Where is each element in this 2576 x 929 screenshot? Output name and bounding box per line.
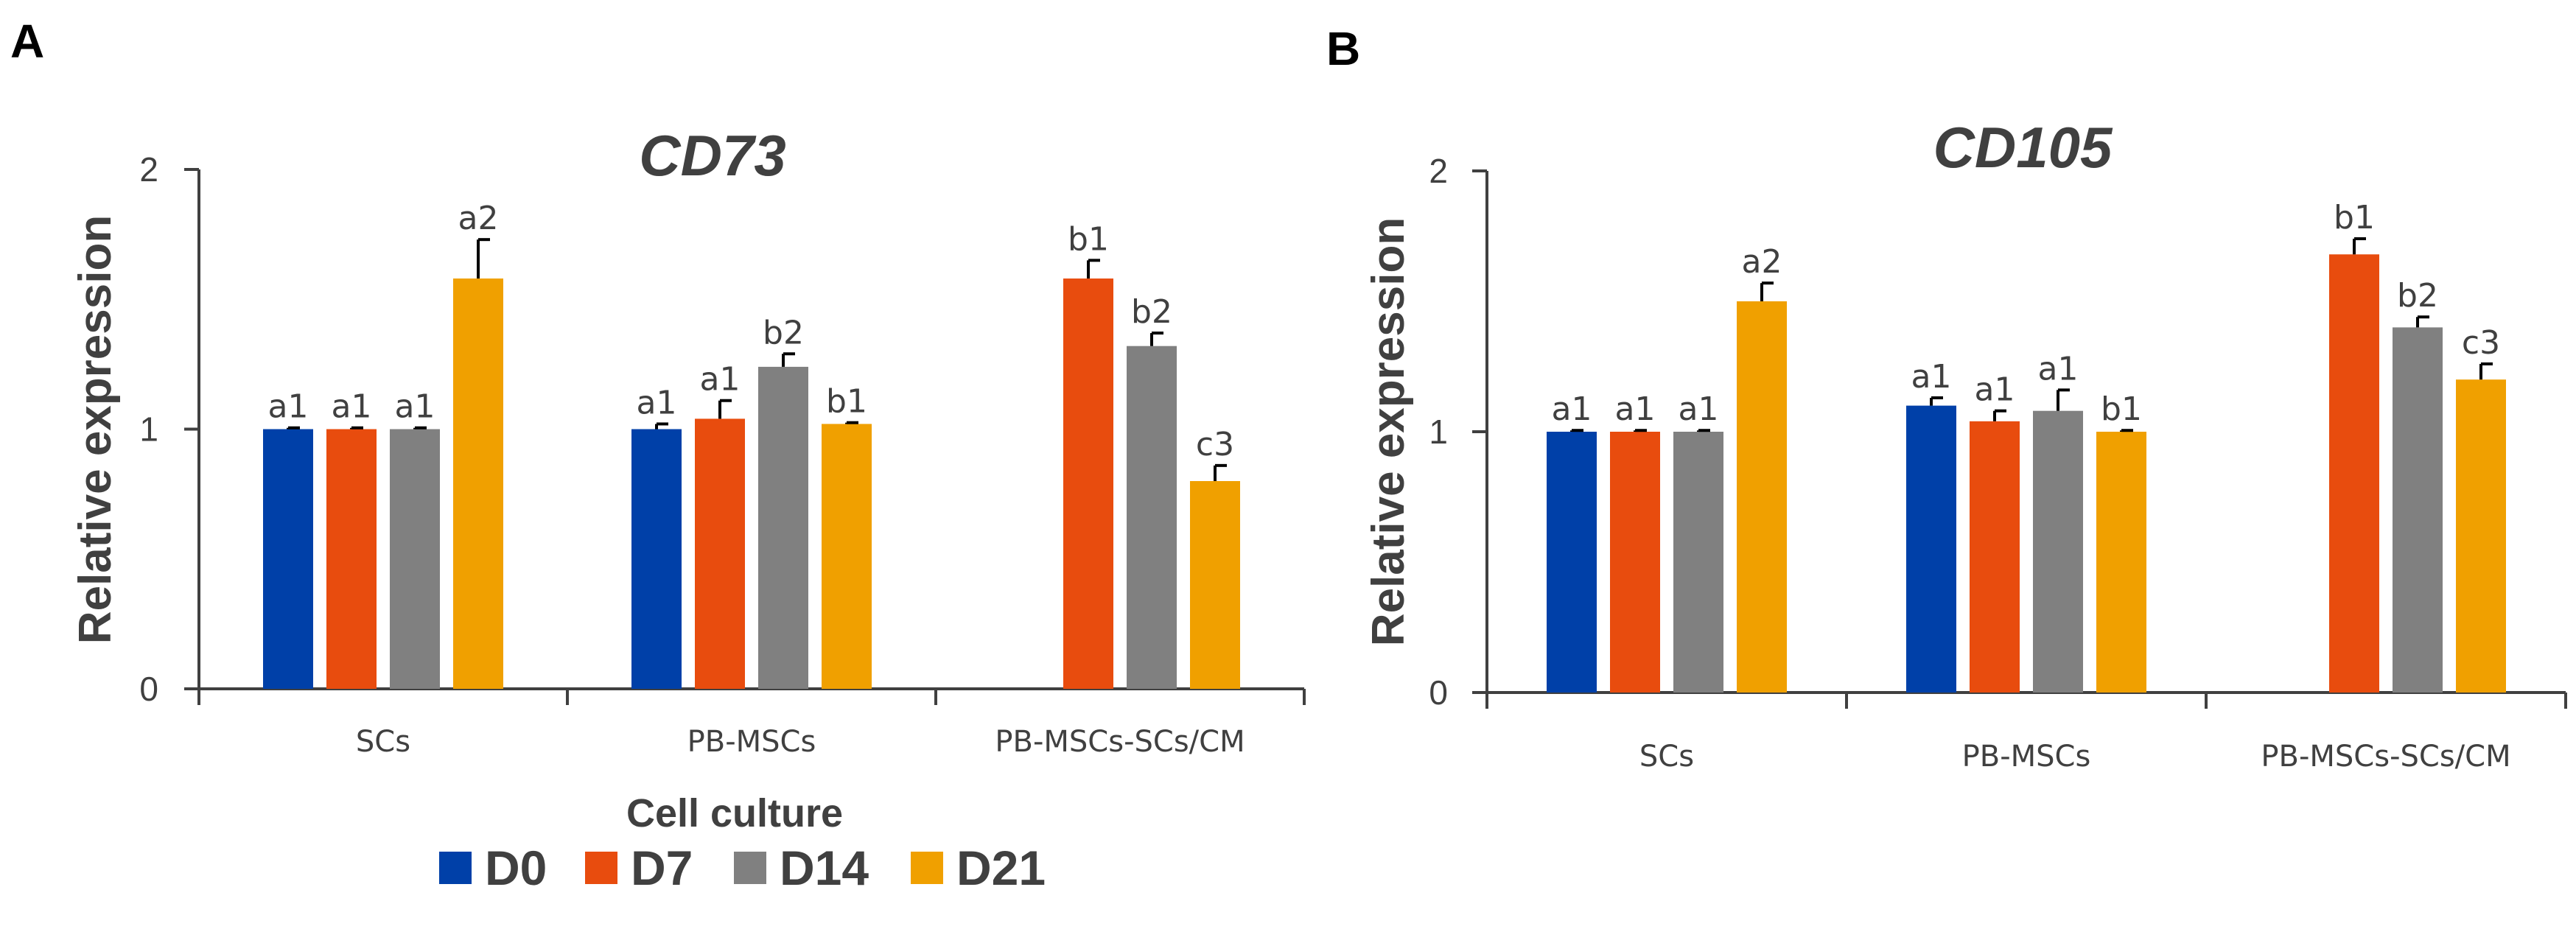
data-label: b2 bbox=[763, 314, 804, 351]
x-tick-label: SCs bbox=[1639, 740, 1694, 774]
bar-d14 bbox=[390, 429, 440, 689]
data-label: c3 bbox=[2462, 324, 2500, 362]
y-tick-label: 2 bbox=[1429, 152, 1448, 190]
legend-swatch-d0 bbox=[439, 852, 472, 884]
data-label: b2 bbox=[1131, 293, 1172, 331]
bar-d14 bbox=[1127, 346, 1177, 689]
legend-swatch-d14 bbox=[734, 852, 766, 884]
data-label: a1 bbox=[1615, 390, 1656, 428]
bar-d21 bbox=[1190, 481, 1240, 689]
legend-label-d7: D7 bbox=[631, 841, 693, 895]
data-label: b2 bbox=[2397, 277, 2438, 315]
x-tick-label: PB-MSCs bbox=[687, 725, 816, 759]
y-tick-label: 0 bbox=[139, 670, 158, 708]
data-label: a1 bbox=[268, 388, 309, 426]
panel-b: B CD105 Relative expression 0 1 2 SCs a1 a1 a1 a2 P… bbox=[1326, 22, 2567, 774]
legend-swatch-d7 bbox=[585, 852, 617, 884]
legend-label-d14: D14 bbox=[780, 841, 869, 895]
bar-d21 bbox=[822, 424, 872, 689]
bar-d21 bbox=[1737, 301, 1787, 693]
bar-d7 bbox=[2329, 254, 2379, 693]
x-tick-label: SCs bbox=[356, 725, 410, 759]
data-label: b1 bbox=[1068, 220, 1109, 258]
data-label: a1 bbox=[2038, 350, 2079, 388]
data-label: b1 bbox=[826, 383, 867, 421]
data-label: a2 bbox=[458, 200, 499, 237]
data-label: a1 bbox=[395, 388, 435, 426]
panel-letter: B bbox=[1326, 22, 1360, 75]
x-tick-label: PB-MSCs-SCs/CM bbox=[995, 725, 1245, 759]
bar-d0 bbox=[263, 429, 313, 689]
legend-label-d0: D0 bbox=[485, 841, 547, 895]
data-label: a1 bbox=[1911, 358, 1952, 396]
data-label: c3 bbox=[1196, 426, 1234, 463]
data-label: a1 bbox=[1552, 390, 1592, 428]
panel-letter: A bbox=[10, 15, 44, 68]
bar-d21 bbox=[2096, 432, 2146, 693]
data-label: a2 bbox=[1742, 243, 1782, 281]
data-label: a1 bbox=[1679, 390, 1719, 428]
data-label: a1 bbox=[1975, 371, 2015, 409]
bar-d14 bbox=[1673, 432, 1723, 693]
bar-d21 bbox=[453, 278, 503, 689]
data-label: a1 bbox=[637, 384, 677, 421]
y-axis-label: Relative expression bbox=[1363, 217, 1414, 646]
data-label: b1 bbox=[2334, 199, 2375, 236]
data-label: b1 bbox=[2101, 390, 2142, 428]
bar-d7 bbox=[695, 418, 745, 689]
data-label: a1 bbox=[700, 361, 741, 399]
bar-d7 bbox=[326, 429, 377, 689]
x-tick-label: PB-MSCs bbox=[1962, 740, 2091, 774]
y-tick-label: 1 bbox=[1429, 413, 1448, 451]
y-tick-label: 2 bbox=[139, 150, 158, 189]
bar-d0 bbox=[1906, 405, 1956, 693]
chart-title: CD73 bbox=[639, 123, 785, 188]
data-label: a1 bbox=[332, 388, 372, 426]
bar-d7 bbox=[1063, 278, 1113, 689]
chart-title: CD105 bbox=[1933, 115, 2113, 180]
panel-a: A CD73 Relative expression 0 1 2 SCs a1 a1 a1 a2 PB… bbox=[10, 15, 1306, 759]
bar-d7 bbox=[1970, 421, 2020, 693]
bar-d0 bbox=[631, 429, 682, 689]
y-axis-label: Relative expression bbox=[70, 215, 121, 644]
y-tick-label: 1 bbox=[139, 410, 158, 449]
bar-d14 bbox=[2393, 327, 2443, 693]
bar-d14 bbox=[2033, 410, 2083, 693]
bar-d14 bbox=[758, 366, 808, 689]
bar-d21 bbox=[2456, 379, 2506, 693]
legend-title: Cell culture bbox=[626, 791, 843, 835]
y-tick-label: 0 bbox=[1429, 673, 1448, 712]
legend-swatch-d21 bbox=[911, 852, 943, 884]
legend-label-d21: D21 bbox=[956, 841, 1046, 895]
bar-d0 bbox=[1547, 432, 1597, 693]
bar-d7 bbox=[1610, 432, 1660, 693]
legend: Cell culture D0 D7 D14 D21 bbox=[439, 791, 1046, 895]
x-tick-label: PB-MSCs-SCs/CM bbox=[2261, 740, 2510, 774]
